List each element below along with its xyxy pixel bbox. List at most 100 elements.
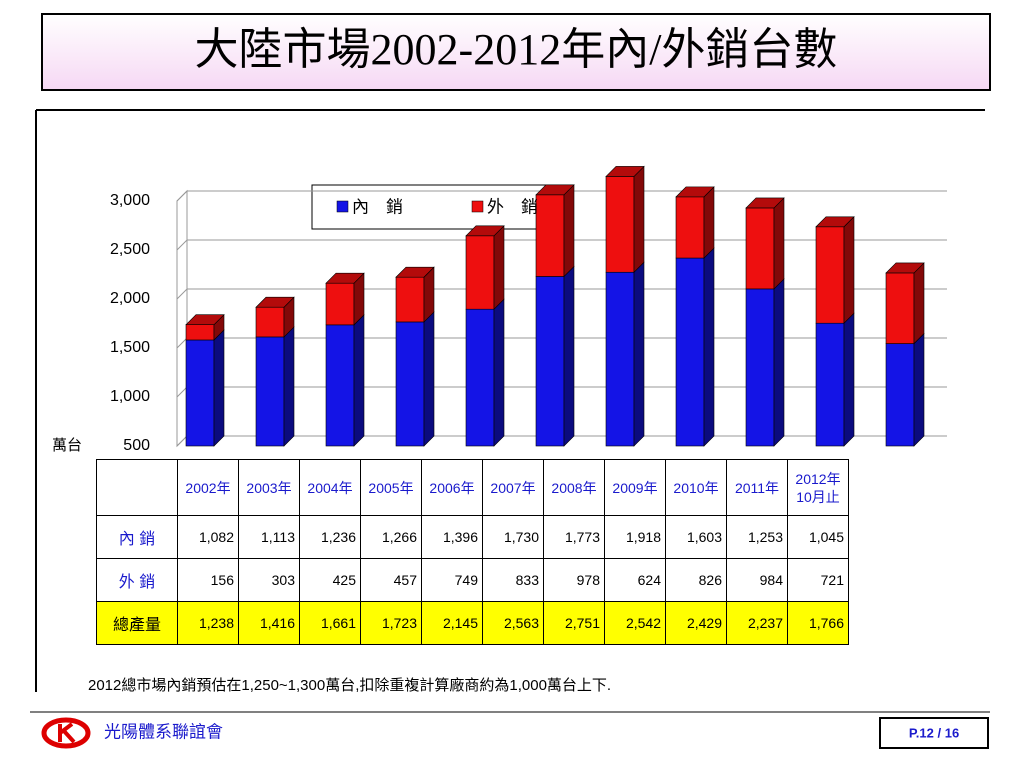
bar-segment — [815, 226, 845, 324]
bar-side — [703, 186, 715, 259]
table-cell: 2002年 — [177, 459, 239, 516]
bar-segment — [885, 343, 915, 447]
bar-side — [633, 261, 645, 447]
y-tick-label: 1,000 — [110, 388, 150, 405]
table-cell: 1,918 — [604, 515, 666, 559]
table-cell: 1,661 — [299, 601, 361, 645]
table-cell: 156 — [177, 558, 239, 602]
table-cell: 2,751 — [543, 601, 605, 645]
title-box — [41, 13, 991, 91]
org: 光陽體系聯誼會 — [104, 722, 223, 741]
bar-side — [913, 332, 925, 447]
table-cell: 1,082 — [177, 515, 239, 559]
bar-top — [535, 184, 575, 196]
table-cell: 2005年 — [360, 459, 422, 516]
table-cell: 2004年 — [299, 459, 361, 516]
table-cell: 1,723 — [360, 601, 422, 645]
table-cell: 2,145 — [421, 601, 483, 645]
y-tick-label: 3,000 — [110, 192, 150, 209]
bar-side — [353, 314, 365, 447]
table-cell: 1,236 — [299, 515, 361, 559]
table-cell: 2012年 10月止 — [787, 459, 849, 516]
bar-side — [423, 311, 435, 447]
table-cell: 總產量 — [96, 601, 178, 645]
table-cell: 1,766 — [787, 601, 849, 645]
y-tick-label: 1,500 — [110, 339, 150, 356]
bar-segment — [675, 196, 705, 259]
legend-swatch — [336, 200, 349, 213]
bar-segment — [185, 324, 215, 341]
table-cell: 1,113 — [238, 515, 300, 559]
bar-segment — [605, 176, 635, 273]
table-cell: 978 — [543, 558, 605, 602]
table-cell: 1,266 — [360, 515, 422, 559]
table-cell: 1,045 — [787, 515, 849, 559]
legend-label: 內 銷 — [352, 197, 403, 216]
table-cell: 425 — [299, 558, 361, 602]
table-cell: 2,563 — [482, 601, 544, 645]
bar-side — [283, 326, 295, 447]
table-cell: 1,773 — [543, 515, 605, 559]
table-cell: 1,396 — [421, 515, 483, 559]
bar-top — [745, 197, 785, 209]
bar-side — [843, 216, 855, 324]
bar-segment — [185, 339, 215, 447]
table-cell: 2,542 — [604, 601, 666, 645]
title: 大陸市場2002-2012年內/外銷台數 — [195, 25, 838, 74]
legend-label: 外 銷 — [487, 197, 538, 216]
table-cell: 826 — [665, 558, 727, 602]
table-cell: 2,237 — [726, 601, 788, 645]
bar-segment — [395, 276, 425, 323]
table-row: 總產量 1,238 1,416 1,661 1,723 2,145 2,563 2,751 2,… — [96, 601, 849, 645]
bar-side — [493, 225, 505, 310]
bar-side — [773, 197, 785, 290]
bar-side — [913, 262, 925, 345]
table-row: 外 銷 156 303 425 457 749 833 978 624 826 984 721 — [96, 558, 849, 602]
bar-top — [815, 216, 855, 228]
table-cell: 2,429 — [665, 601, 727, 645]
bar-segment — [745, 288, 775, 447]
bar-segment — [535, 194, 565, 277]
bar-segment — [465, 308, 495, 447]
bar-top — [255, 296, 295, 308]
bar-segment — [815, 322, 845, 447]
table-cell: 內 銷 — [96, 515, 178, 559]
data-table: 2002年 2003年 2004年 2005年 2006年 2007年 2008年 2009年… — [96, 459, 849, 645]
bar-side — [773, 278, 785, 447]
y-tick-label: 500 — [123, 437, 150, 454]
bar-side — [493, 298, 505, 447]
table-cell: 2011年 — [726, 459, 788, 516]
legend-swatch — [471, 200, 484, 213]
bar-top — [465, 225, 505, 237]
table-cell: 2010年 — [665, 459, 727, 516]
bar-segment — [605, 271, 635, 447]
legend-box — [311, 184, 551, 230]
bar-top — [325, 272, 365, 284]
table-cell: 303 — [238, 558, 300, 602]
unit-label: 萬台 — [52, 437, 82, 454]
table-cell: 457 — [360, 558, 422, 602]
bar-segment — [885, 272, 915, 344]
table-row: 2002年 2003年 2004年 2005年 2006年 2007年 2008年 2009年… — [96, 459, 849, 516]
bar-side — [703, 247, 715, 447]
bar-side — [843, 312, 855, 447]
bar-side — [213, 329, 225, 447]
y-tick-label: 2,000 — [110, 290, 150, 307]
table-cell: 2003年 — [238, 459, 300, 516]
bar-segment — [325, 282, 355, 326]
bar-top — [675, 186, 715, 198]
bar-side — [563, 184, 575, 278]
bar-top — [185, 314, 225, 325]
table-cell — [96, 459, 178, 516]
bar-top — [605, 166, 645, 177]
table-cell: 1,238 — [177, 601, 239, 645]
bar-segment — [325, 324, 355, 447]
table-cell: 2009年 — [604, 459, 666, 516]
table-cell: 1,603 — [665, 515, 727, 559]
bar-segment — [465, 235, 495, 310]
table-cell: 721 — [787, 558, 849, 602]
bar-segment — [255, 306, 285, 338]
bar-side — [633, 165, 645, 273]
bar-segment — [255, 336, 285, 447]
table-cell: 833 — [482, 558, 544, 602]
